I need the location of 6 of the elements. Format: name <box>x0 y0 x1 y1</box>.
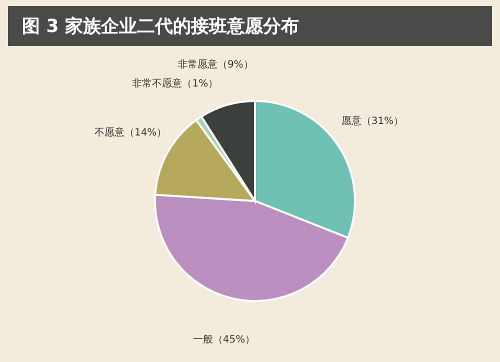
slice-label: 不愿意（14%） <box>94 126 167 139</box>
slice-label: 一般（45%） <box>192 334 256 346</box>
chart-title: 图 3 家族企业二代的接班意愿分布 <box>8 6 492 46</box>
slice-label: 愿意（31%） <box>341 115 404 128</box>
slice-label: 非常愿意（9%） <box>177 58 254 71</box>
slice-label: 非常不愿意（1%） <box>132 78 218 90</box>
